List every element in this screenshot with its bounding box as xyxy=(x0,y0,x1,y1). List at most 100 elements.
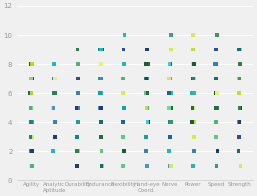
Point xyxy=(192,121,196,124)
Point xyxy=(214,63,218,66)
Point xyxy=(121,135,125,138)
Point xyxy=(190,92,194,95)
Point xyxy=(145,164,149,167)
Point xyxy=(75,77,79,80)
Point xyxy=(238,164,242,167)
Point xyxy=(215,34,219,37)
Point xyxy=(99,48,103,51)
Point xyxy=(192,150,196,153)
Point xyxy=(99,135,103,138)
Point xyxy=(214,121,218,124)
Point xyxy=(52,77,56,80)
Point xyxy=(99,121,103,124)
Point xyxy=(29,106,33,109)
Point xyxy=(237,135,241,138)
Point xyxy=(52,92,56,95)
Point xyxy=(238,63,243,66)
Point xyxy=(215,150,219,153)
Point xyxy=(99,92,103,95)
Point xyxy=(30,164,34,167)
Point xyxy=(169,92,173,95)
Point xyxy=(53,77,57,80)
Point xyxy=(76,92,80,95)
Point xyxy=(214,164,218,167)
Point xyxy=(74,106,78,109)
Point xyxy=(29,77,33,80)
Point xyxy=(29,121,33,124)
Point xyxy=(75,135,79,138)
Point xyxy=(146,121,150,124)
Point xyxy=(192,63,196,66)
Point xyxy=(122,150,126,153)
Point xyxy=(168,63,172,66)
Point xyxy=(238,63,242,66)
Point xyxy=(75,48,79,51)
Point xyxy=(167,150,171,153)
Point xyxy=(167,164,171,167)
Point xyxy=(99,77,103,80)
Point xyxy=(76,77,80,80)
Point xyxy=(167,106,171,109)
Point xyxy=(29,63,33,66)
Point xyxy=(145,48,149,51)
Point xyxy=(192,135,196,138)
Point xyxy=(215,92,219,95)
Point xyxy=(76,106,80,109)
Point xyxy=(144,63,148,66)
Point xyxy=(122,63,126,66)
Point xyxy=(238,106,242,109)
Point xyxy=(145,92,150,95)
Point xyxy=(169,34,173,37)
Point xyxy=(98,92,102,95)
Point xyxy=(76,92,80,95)
Point xyxy=(122,48,126,51)
Point xyxy=(215,106,219,109)
Point xyxy=(51,106,56,109)
Point xyxy=(144,150,148,153)
Point xyxy=(121,77,125,80)
Point xyxy=(190,48,195,51)
Point xyxy=(30,121,34,124)
Point xyxy=(75,63,79,66)
Point xyxy=(76,121,80,124)
Point xyxy=(169,164,173,167)
Point xyxy=(100,164,104,167)
Point xyxy=(98,92,102,95)
Point xyxy=(29,135,33,138)
Point xyxy=(169,48,173,51)
Point xyxy=(237,92,241,95)
Point xyxy=(237,77,242,80)
Point xyxy=(236,150,241,153)
Point xyxy=(30,135,34,138)
Point xyxy=(122,92,126,95)
Point xyxy=(51,106,55,109)
Point xyxy=(238,63,242,66)
Point xyxy=(146,63,150,66)
Point xyxy=(236,121,241,124)
Point xyxy=(214,77,218,80)
Point xyxy=(121,77,125,80)
Point xyxy=(238,48,242,51)
Point xyxy=(237,48,241,51)
Point xyxy=(191,106,196,109)
Point xyxy=(145,121,149,124)
Point xyxy=(98,48,102,51)
Point xyxy=(29,164,33,167)
Point xyxy=(192,92,196,95)
Point xyxy=(145,106,149,109)
Point xyxy=(167,63,171,66)
Point xyxy=(77,77,81,80)
Point xyxy=(29,92,33,95)
Point xyxy=(169,106,173,109)
Point xyxy=(51,150,55,153)
Point xyxy=(76,121,80,124)
Point xyxy=(121,135,125,138)
Point xyxy=(30,150,34,153)
Point xyxy=(121,121,125,124)
Point xyxy=(214,48,218,51)
Point xyxy=(145,106,149,109)
Point xyxy=(214,77,218,80)
Point xyxy=(144,135,148,138)
Point xyxy=(191,164,195,167)
Point xyxy=(144,48,149,51)
